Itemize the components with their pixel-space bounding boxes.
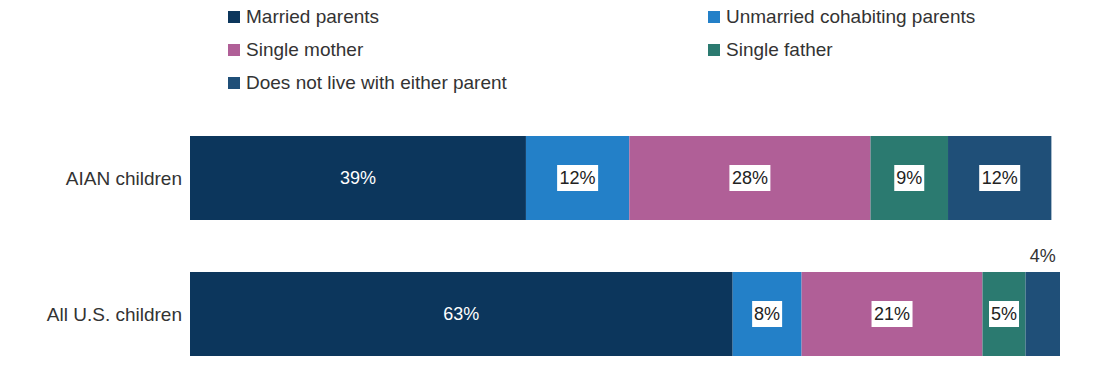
svg-text:5%: 5% <box>991 304 1017 324</box>
html-text:Single father: Single father <box>726 39 833 60</box>
svg-text:All U.S. children: All U.S. children <box>47 304 182 325</box>
svg-text:AIAN children: AIAN children <box>66 168 182 189</box>
svg-text:12%: 12% <box>560 168 596 188</box>
html-text:Married parents: Married parents <box>246 6 380 27</box>
svg-text:63%: 63% <box>443 304 479 324</box>
svg-text:4%: 4% <box>1030 246 1056 266</box>
svg-text:39%: 39% <box>340 168 376 188</box>
svg-text:28%: 28% <box>732 168 768 188</box>
html-text:Does not live with either pare: Does not live with either parent <box>246 72 507 93</box>
html-text:Single mother: Single mother <box>246 39 364 60</box>
html-text:Unmarried cohabiting parents: Unmarried cohabiting parents <box>726 6 976 27</box>
svg-text:21%: 21% <box>874 304 910 324</box>
svg-text:9%: 9% <box>896 168 922 188</box>
svg-text:8%: 8% <box>754 304 780 324</box>
svg-text:12%: 12% <box>982 168 1018 188</box>
